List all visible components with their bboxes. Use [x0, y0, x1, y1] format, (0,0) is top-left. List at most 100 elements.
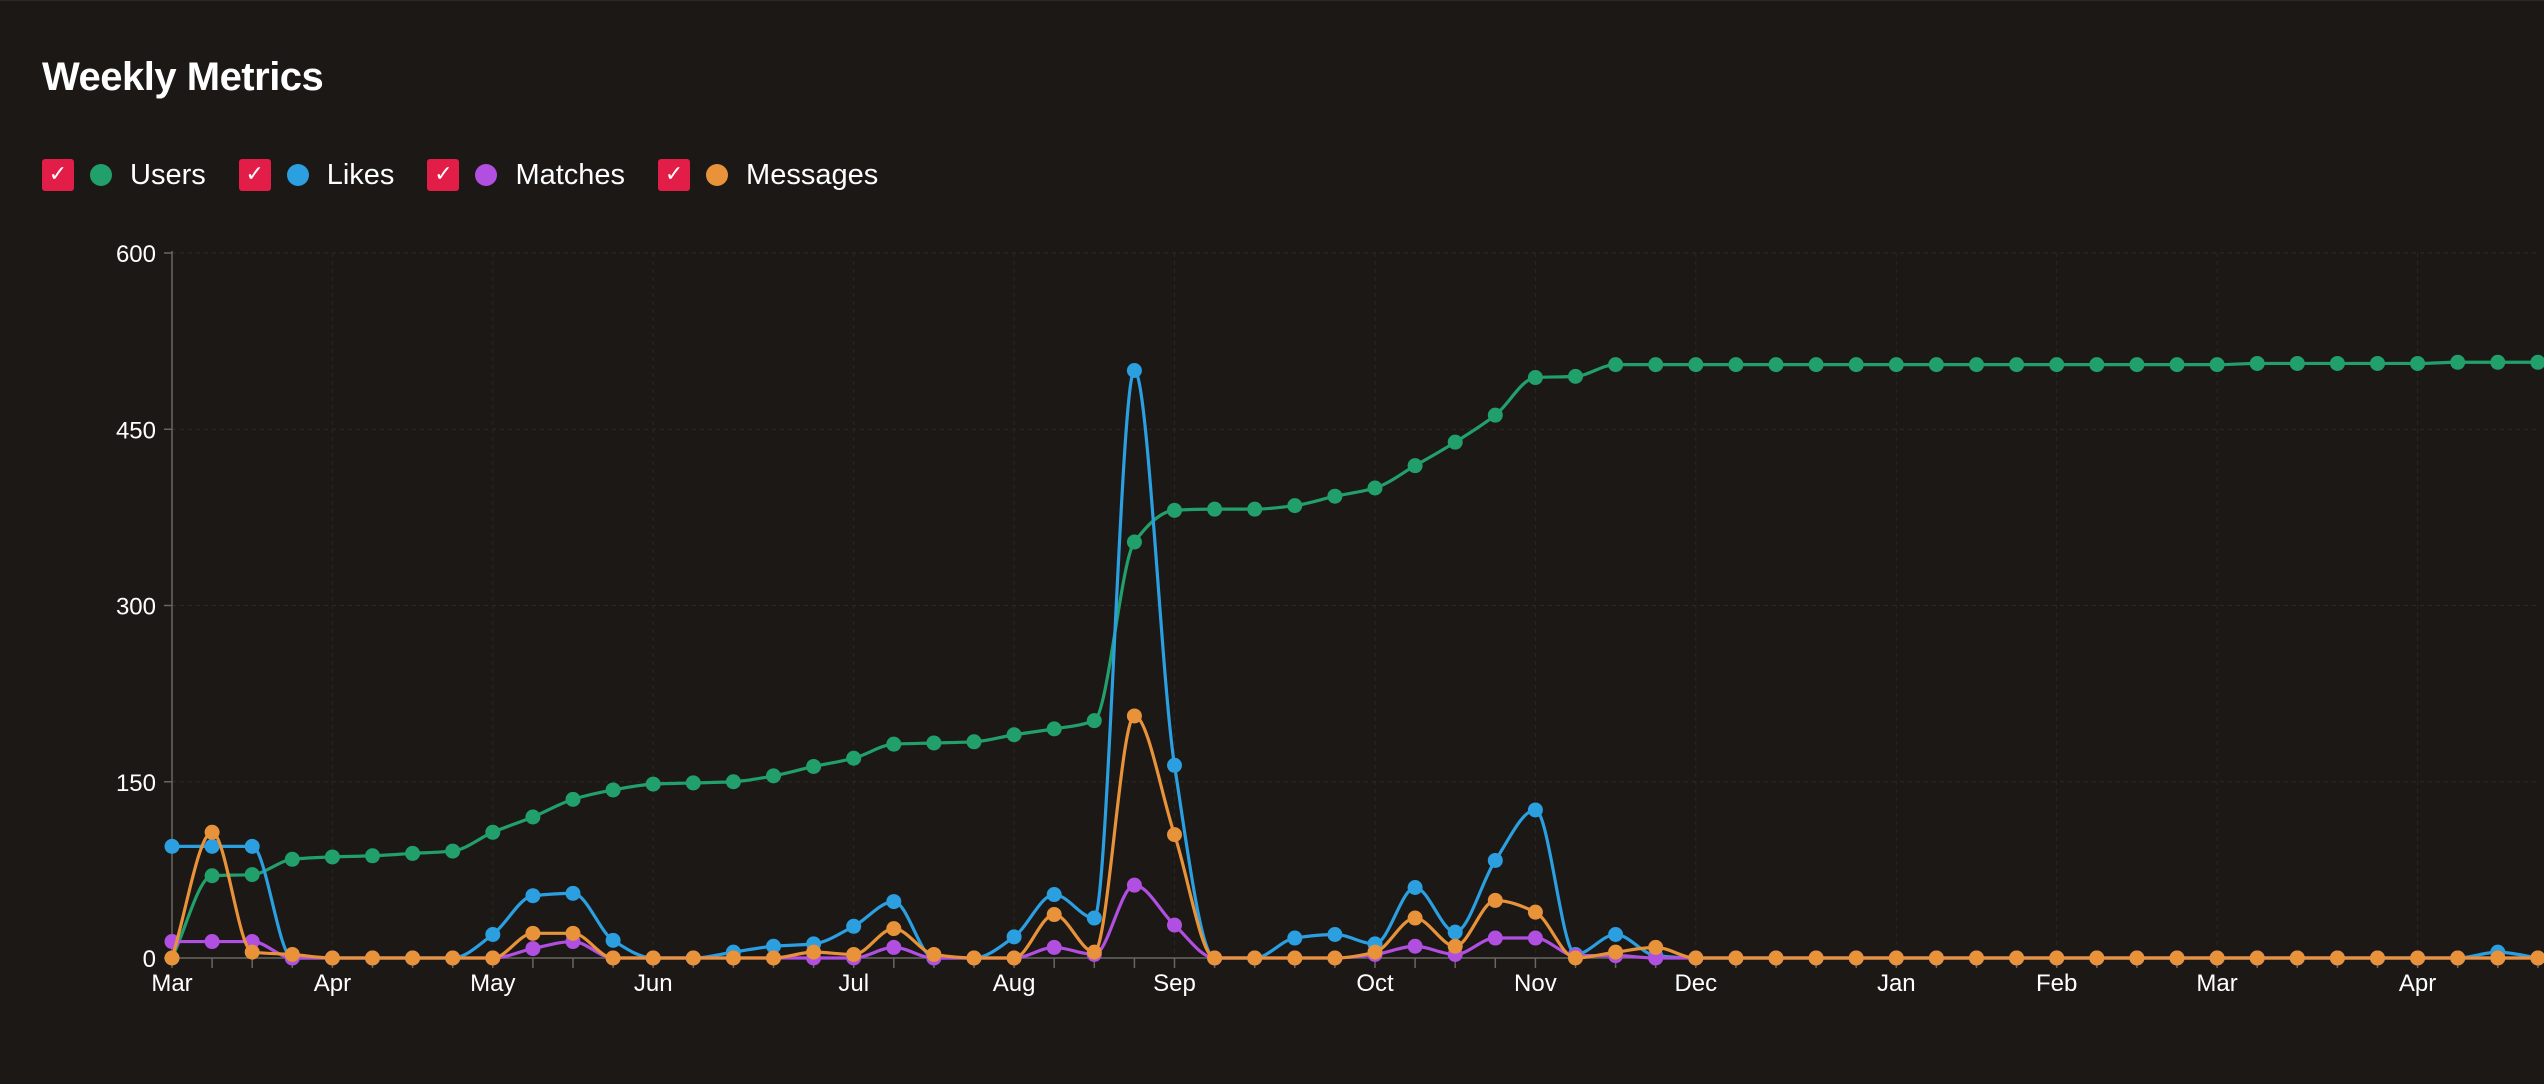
data-point-matches [1648, 950, 1664, 966]
data-point-messages [1848, 950, 1864, 966]
legend-item-likes[interactable]: ✓ Likes [238, 157, 395, 193]
data-point-likes [565, 885, 581, 901]
data-point-matches [204, 934, 220, 950]
data-point-users [1367, 480, 1383, 496]
data-point-messages [685, 950, 701, 966]
data-point-users [725, 774, 741, 790]
data-point-likes [1086, 910, 1102, 926]
data-point-users [1728, 357, 1744, 373]
data-point-users [405, 845, 421, 861]
data-point-users [1327, 488, 1343, 504]
data-point-messages [2370, 950, 2385, 966]
check-icon[interactable]: ✓ [238, 159, 271, 191]
data-point-messages [2329, 950, 2345, 966]
series-line-messages [170, 714, 2540, 960]
data-point-messages [445, 950, 461, 966]
data-point-users [2289, 355, 2305, 371]
check-icon[interactable]: ✓ [42, 159, 74, 191]
check-icon[interactable]: ✓ [658, 159, 691, 191]
data-point-matches [1046, 939, 1062, 955]
data-point-messages [2490, 950, 2506, 966]
data-point-messages [2289, 950, 2305, 966]
legend: ✓ Users ✓ Likes ✓ Matches ✓ Messages [42, 157, 911, 193]
legend-item-messages[interactable]: ✓ Messages [658, 157, 878, 193]
data-point-users [886, 736, 902, 752]
data-point-messages [1568, 950, 1583, 966]
data-point-users [1608, 357, 1624, 373]
x-tick-label: May [470, 970, 515, 997]
data-point-messages [1367, 944, 1383, 960]
data-point-messages [1167, 827, 1182, 843]
x-tick-label: Sep [1153, 970, 1196, 997]
data-point-likes [1608, 927, 1624, 942]
data-point-messages [1527, 904, 1543, 920]
legend-label-likes: Likes [326, 159, 395, 191]
data-point-messages [2009, 950, 2025, 966]
series-line-likes [170, 368, 2540, 960]
data-point-messages [2049, 950, 2065, 966]
data-point-messages [1928, 950, 1944, 966]
data-point-users [1287, 498, 1303, 514]
data-point-messages [1888, 950, 1904, 966]
data-point-users [1568, 368, 1583, 384]
messages-swatch [706, 164, 729, 186]
legend-item-matches[interactable]: ✓ Matches [427, 157, 625, 193]
y-tick-label: 450 [116, 417, 156, 444]
data-point-messages [2249, 950, 2265, 966]
data-point-users [1688, 357, 1704, 373]
data-point-users [2009, 357, 2025, 373]
data-point-likes [204, 838, 220, 854]
data-point-matches [1167, 917, 1182, 933]
data-point-users [1768, 357, 1784, 373]
data-point-users [244, 867, 260, 883]
series-line-users [170, 360, 2540, 960]
data-point-messages [806, 944, 822, 960]
data-point-likes [1167, 757, 1182, 773]
data-point-users [324, 849, 340, 865]
y-tick-label: 150 [116, 770, 156, 797]
data-point-matches [244, 934, 260, 950]
data-point-messages [966, 950, 982, 966]
data-point-users [966, 734, 982, 750]
data-point-users [2049, 357, 2065, 373]
data-point-messages [1447, 938, 1463, 954]
data-point-messages [1287, 950, 1303, 966]
data-point-likes [1287, 930, 1303, 946]
data-point-messages [1126, 708, 1142, 724]
data-point-messages [1487, 892, 1503, 908]
data-point-users [1808, 357, 1824, 373]
data-point-users [2530, 354, 2544, 370]
data-point-messages [485, 950, 501, 966]
data-point-users [1126, 534, 1142, 550]
data-point-messages [1207, 950, 1223, 966]
data-point-users [2329, 355, 2345, 371]
data-point-likes [846, 918, 862, 934]
data-point-users [1888, 357, 1904, 373]
x-tick-label: Oct [1356, 970, 1394, 997]
data-point-likes [525, 888, 541, 904]
x-tick-label: Feb [2036, 970, 2077, 997]
data-point-users [2089, 357, 2105, 373]
check-icon[interactable]: ✓ [427, 159, 460, 191]
data-point-likes [1447, 924, 1463, 940]
data-point-messages [2410, 950, 2426, 966]
x-tick-label: Mar [2196, 970, 2237, 997]
data-point-users [766, 768, 781, 784]
data-point-users [1407, 458, 1423, 474]
data-point-matches [1487, 930, 1503, 946]
data-point-messages [846, 946, 862, 962]
data-point-users [2169, 357, 2185, 373]
data-point-users [645, 776, 661, 792]
x-tick-label: Jun [634, 970, 673, 997]
data-point-users [2129, 357, 2145, 373]
x-tick-label: Dec [1674, 970, 1717, 997]
x-tick-label: Jan [1877, 970, 1916, 997]
y-tick-label: 0 [143, 946, 156, 973]
legend-item-users[interactable]: ✓ Users [42, 157, 206, 193]
data-point-messages [1006, 950, 1022, 966]
y-tick-label: 300 [116, 594, 156, 621]
data-point-users [1086, 713, 1102, 729]
y-tick-label: 600 [116, 241, 156, 268]
data-point-messages [1808, 950, 1824, 966]
